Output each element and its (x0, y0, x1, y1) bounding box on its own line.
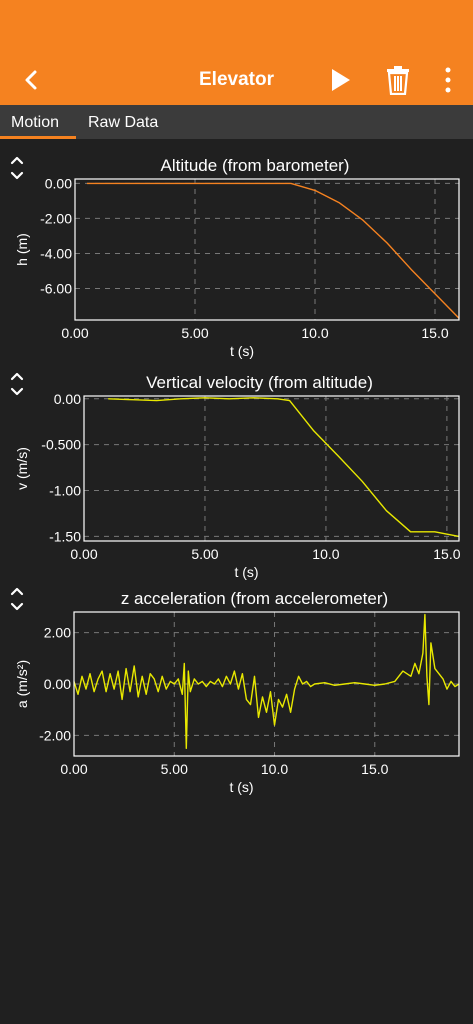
collapse-toggle-icon[interactable] (8, 370, 26, 400)
active-tab-indicator (0, 136, 76, 139)
chart-title: Vertical velocity (from altitude) (146, 373, 373, 392)
back-chevron-icon (25, 70, 37, 90)
x-axis-label: t (s) (234, 564, 258, 580)
chart-title: Altitude (from barometer) (161, 156, 350, 175)
collapse-toggle-icon[interactable] (8, 154, 26, 184)
page-title: Elevator (199, 69, 274, 90)
series-line (108, 397, 460, 538)
more-options-button[interactable] (436, 60, 460, 100)
back-button[interactable] (14, 60, 48, 100)
collapse-toggle-icon[interactable] (8, 585, 26, 615)
y-axis-label: h (m) (14, 233, 30, 266)
y-tick-label: 0.00 (44, 676, 71, 692)
x-tick-label: 10.0 (301, 325, 328, 341)
y-tick-label: -1.50 (49, 528, 81, 544)
x-tick-label: 0.00 (60, 761, 87, 777)
velocity-chart: Vertical velocity (from altitude) 0.00 5.0… (14, 373, 461, 580)
acceleration-chart: z acceleration (from accelerometer) 0.00 5… (14, 589, 460, 795)
x-tick-label: 10.0 (261, 761, 288, 777)
x-tick-label: 0.00 (70, 546, 97, 562)
y-tick-label: -2.00 (40, 210, 72, 226)
x-axis-label: t (s) (229, 779, 253, 795)
y-tick-label: -6.00 (40, 280, 72, 296)
x-tick-label: 0.00 (61, 325, 88, 341)
x-tick-label: 5.00 (161, 761, 188, 777)
y-tick-label: -1.00 (49, 483, 81, 499)
altitude-chart: Altitude (from barometer) 0.00 5.00 10.0 15.… (14, 156, 460, 359)
x-tick-label: 10.0 (312, 546, 339, 562)
plot-frame (74, 178, 460, 321)
series-line (87, 182, 460, 319)
plot-frame (83, 395, 460, 542)
x-tick-label: 15.0 (433, 546, 460, 562)
tab-motion[interactable]: Motion (11, 114, 60, 131)
y-tick-label: 2.00 (44, 625, 71, 641)
y-tick-label: 0.00 (45, 175, 72, 191)
x-tick-label: 5.00 (181, 325, 208, 341)
tab-bar: Motion Raw Data (0, 105, 473, 139)
plot-frame (73, 611, 460, 757)
play-icon (332, 69, 350, 91)
y-tick-label: 0.00 (54, 391, 81, 407)
app-header: Elevator (0, 0, 473, 105)
x-tick-label: 15.0 (421, 325, 448, 341)
x-tick-label: 5.00 (191, 546, 218, 562)
tab-raw-data[interactable]: Raw Data (88, 114, 159, 131)
more-vertical-icon (445, 67, 451, 93)
x-axis-label: t (s) (230, 343, 254, 359)
chart-title: z acceleration (from accelerometer) (121, 589, 388, 608)
delete-button[interactable] (380, 60, 416, 100)
y-tick-label: -2.00 (39, 727, 71, 743)
x-tick-label: 15.0 (361, 761, 388, 777)
y-axis-label: v (m/s) (14, 447, 30, 490)
series-line (73, 613, 460, 750)
y-tick-label: -4.00 (40, 245, 72, 261)
trash-icon (387, 66, 409, 95)
y-axis-label: a (m/s²) (14, 660, 30, 708)
y-tick-label: -0.500 (41, 437, 81, 453)
play-button[interactable] (322, 60, 358, 100)
